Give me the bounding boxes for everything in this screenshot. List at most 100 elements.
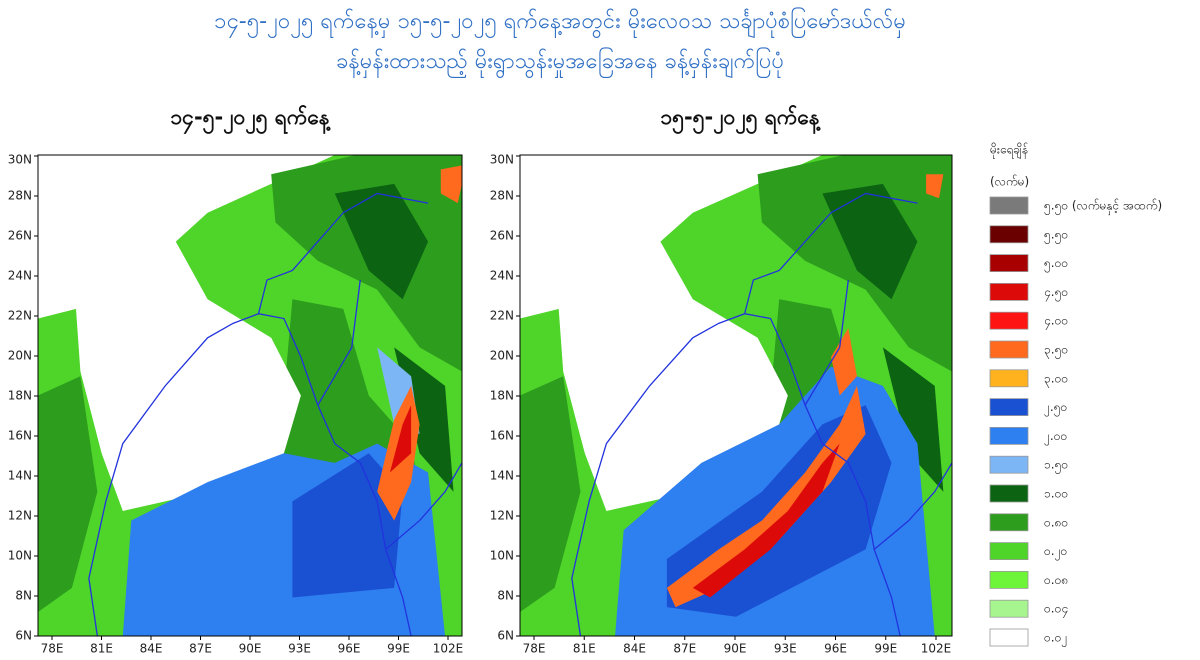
legend-swatch xyxy=(989,426,1029,445)
y-tick-label: 30N xyxy=(8,153,32,167)
legend-label: ၁.၀၀ xyxy=(1044,487,1068,501)
y-tick-label: 10N xyxy=(490,549,514,563)
legend-swatch xyxy=(989,599,1029,618)
legend-swatch xyxy=(989,196,1029,215)
x-tick-label: 96E xyxy=(338,642,361,656)
x-tick-label: 102E xyxy=(921,642,952,656)
y-tick-label: 12N xyxy=(490,509,514,523)
legend-swatch xyxy=(989,340,1029,359)
dry-area xyxy=(71,222,301,511)
legend-swatch xyxy=(989,282,1029,301)
y-tick-label: 12N xyxy=(8,509,32,523)
y-tick-label: 30N xyxy=(490,153,514,167)
x-tick-label: 90E xyxy=(239,642,262,656)
y-tick-label: 26N xyxy=(8,229,32,243)
y-tick-label: 20N xyxy=(8,349,32,363)
rain-area xyxy=(926,174,944,199)
legend-unit: (လက်မ) xyxy=(990,174,1029,189)
legend-label: ၀.၂၀ xyxy=(1044,544,1067,561)
legend-swatch xyxy=(989,398,1029,417)
map xyxy=(520,155,952,636)
y-tick-label: 14N xyxy=(8,469,32,483)
y-tick-label: 26N xyxy=(490,229,514,243)
legend-label: ၁.၅၀ xyxy=(1044,458,1068,475)
y-tick-label: 8N xyxy=(497,589,514,603)
x-tick-label: 84E xyxy=(623,642,646,656)
x-tick-label: 93E xyxy=(774,642,797,656)
y-tick-label: 16N xyxy=(8,429,32,443)
y-tick-label: 24N xyxy=(490,269,514,283)
x-tick-label: 78E xyxy=(523,642,546,656)
legend-swatch xyxy=(989,571,1029,589)
rain-area xyxy=(822,183,918,300)
title-line: ၁၄-၅-၂၀၂၅ ရက်နေ့မှ ၁၅-၅-၂၀၂၅ ရက်နေ့အတွင်… xyxy=(214,7,906,39)
y-tick-label: 6N xyxy=(497,629,514,643)
legend-label: ၀.၀၂ xyxy=(1044,631,1067,648)
rain-area xyxy=(334,183,429,300)
x-tick-label: 78E xyxy=(41,642,64,656)
legend-label: ၂.၅၀ xyxy=(1044,400,1067,417)
x-tick-label: 90E xyxy=(724,642,747,656)
map-title: ၁၄-၅-၂၀၂၅ ရက်နေ့ xyxy=(170,103,332,135)
legend-swatch xyxy=(989,484,1029,503)
dry-area xyxy=(38,155,229,261)
y-tick-label: 14N xyxy=(490,469,514,483)
legend-label: ၂.၀၀ xyxy=(1044,429,1067,446)
legend-swatch xyxy=(989,254,1029,273)
x-tick-label: 99E xyxy=(874,642,897,656)
y-tick-label: 24N xyxy=(8,269,32,283)
x-tick-label: 87E xyxy=(673,642,696,656)
y-tick-label: 22N xyxy=(490,309,514,323)
y-tick-label: 18N xyxy=(490,389,514,403)
y-tick-label: 6N xyxy=(15,629,32,643)
legend-label: ၀.၀၈ xyxy=(1044,573,1068,587)
legend-label: ၄.၅၀ xyxy=(1044,285,1068,302)
legend-swatch xyxy=(989,311,1029,330)
y-tick-label: 8N xyxy=(15,589,32,603)
y-tick-label: 10N xyxy=(8,549,32,563)
legend-swatch xyxy=(989,225,1029,244)
y-tick-label: 16N xyxy=(490,429,514,443)
rain-area xyxy=(831,328,857,396)
rain-area xyxy=(520,376,581,612)
y-tick-label: 28N xyxy=(8,189,32,203)
legend-swatch xyxy=(989,455,1029,474)
coastline xyxy=(572,193,952,636)
rain-area xyxy=(38,376,98,612)
x-tick-label: 87E xyxy=(189,642,212,656)
legend-label: ၀.၀၄ xyxy=(1044,602,1068,619)
legend-label: ၅.၀၀ xyxy=(1044,256,1068,273)
legend-title: မိုးရေချိန် xyxy=(990,142,1028,160)
legend-label: ၃.၅၀ xyxy=(1044,343,1068,360)
legend-label: ၅.၅၀ xyxy=(1044,227,1068,244)
x-tick-label: 102E xyxy=(433,642,464,656)
y-tick-label: 28N xyxy=(490,189,514,203)
y-tick-label: 18N xyxy=(8,389,32,403)
legend-swatch xyxy=(989,369,1029,388)
title-line: ခန့်မှန်းထားသည့် မိုးရွာသွန်းမှုအခြေအနေ … xyxy=(336,47,784,79)
rain-area xyxy=(882,347,944,492)
y-tick-label: 20N xyxy=(490,349,514,363)
rain-area xyxy=(389,405,412,473)
rain-area xyxy=(666,385,866,608)
x-tick-label: 93E xyxy=(288,642,311,656)
x-tick-label: 99E xyxy=(387,642,410,656)
rain-area xyxy=(292,453,403,598)
x-tick-label: 81E xyxy=(573,642,596,656)
legend-swatch xyxy=(989,628,1029,647)
rain-area xyxy=(440,165,462,204)
legend-label: ၃.၀၀ xyxy=(1044,371,1068,388)
map xyxy=(38,155,462,636)
dry-area xyxy=(554,222,788,511)
y-tick-label: 22N xyxy=(8,309,32,323)
legend-label: ၀.၈၀ xyxy=(1044,515,1068,529)
legend-label: ၅.၅၀ (လက်မနှင့် အထက်) xyxy=(1044,198,1162,216)
legend-label: ၄.၀၀ xyxy=(1044,314,1068,331)
rain-area xyxy=(692,443,840,598)
legend-swatch xyxy=(989,542,1029,560)
x-tick-label: 81E xyxy=(90,642,113,656)
x-tick-label: 84E xyxy=(140,642,163,656)
x-tick-label: 96E xyxy=(824,642,847,656)
